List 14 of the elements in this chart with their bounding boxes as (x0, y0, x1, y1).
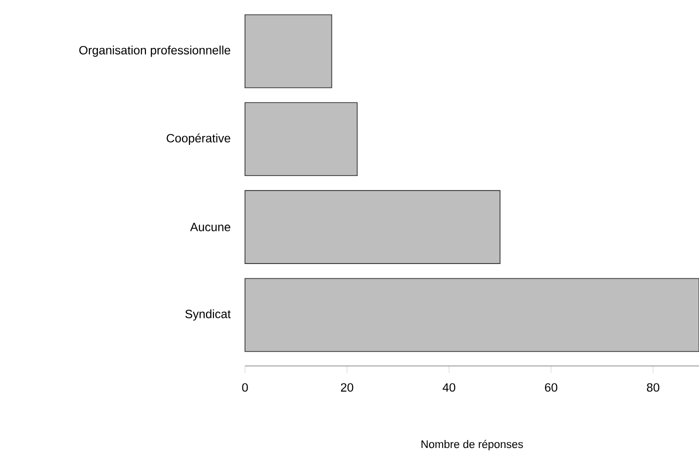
bar (244, 102, 358, 176)
x-tick-label: 60 (544, 383, 558, 392)
y-tick-label: Organisation professionnelle (79, 46, 230, 57)
y-tick-label: Aucune (190, 222, 230, 232)
x-tick-label: 0 (242, 383, 248, 392)
x-tick-label: 80 (646, 383, 660, 392)
x-tick-label: 20 (340, 383, 354, 392)
y-tick-label: Coopérative (166, 133, 230, 145)
bar (244, 278, 699, 352)
bar (244, 14, 332, 88)
x-tick-label: 40 (442, 383, 456, 392)
y-tick-label: Syndicat (185, 309, 231, 321)
x-axis-title: Nombre de réponses (422, 440, 523, 450)
bar (244, 190, 500, 264)
